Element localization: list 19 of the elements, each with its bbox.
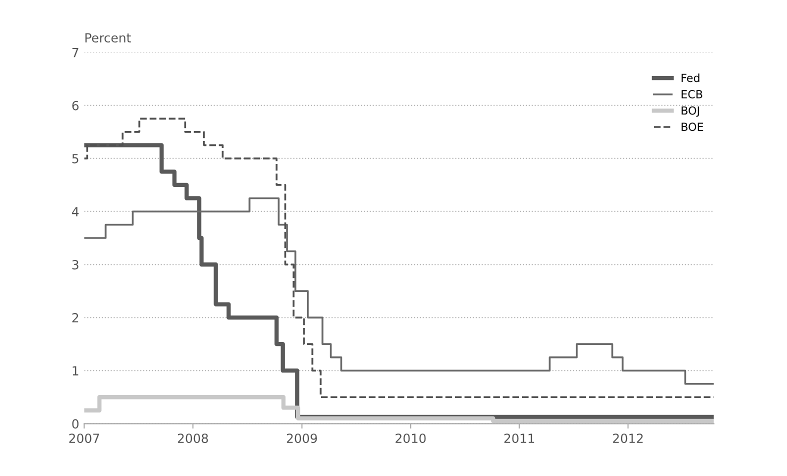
y-axis-title: Percent (85, 33, 131, 43)
x-tick-label: 2007 (69, 434, 100, 444)
legend-label: ECB (682, 90, 702, 98)
y-tick-label: 3 (72, 260, 78, 270)
y-tick-label: 5 (72, 154, 78, 164)
x-tick-label: 2008 (178, 434, 208, 444)
x-tick-label: 2010 (396, 434, 426, 444)
legend-label: BOJ (682, 106, 699, 117)
x-tick-label: 2009 (286, 434, 317, 444)
y-tick-label: 2 (72, 313, 78, 322)
y-tick-label: 1 (72, 366, 78, 376)
legend-label: BOE (682, 122, 704, 132)
y-tick-label: 7 (72, 48, 78, 58)
y-tick-label: 6 (72, 100, 79, 110)
x-tick-label: 2012 (613, 434, 643, 444)
y-tick-label: 4 (72, 207, 79, 216)
y-tick-label: 0 (72, 419, 79, 429)
legend-label: Fed (682, 74, 700, 82)
x-tick-label: 2011 (504, 434, 534, 444)
